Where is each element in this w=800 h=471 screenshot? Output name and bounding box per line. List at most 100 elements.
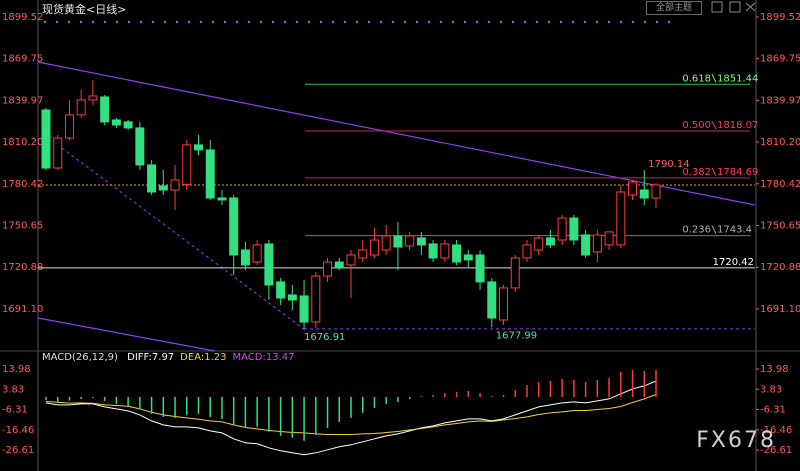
- dot: [547, 20, 551, 24]
- dot: [379, 20, 383, 24]
- y-tick-label: 1899.52: [760, 12, 800, 23]
- candle-body: [299, 295, 309, 323]
- candle-body: [205, 149, 215, 199]
- dot: [175, 20, 179, 24]
- dot: [403, 20, 407, 24]
- candle-body: [111, 119, 121, 126]
- trend-line: [37, 317, 216, 352]
- candle-body: [393, 235, 403, 248]
- dot: [667, 20, 671, 24]
- dot: [235, 20, 239, 24]
- dot: [655, 20, 659, 24]
- dot: [367, 20, 371, 24]
- trend-line: [37, 61, 756, 206]
- dot: [151, 20, 155, 24]
- dot: [79, 20, 83, 24]
- dot: [295, 20, 299, 24]
- icon[interactable]: [745, 2, 756, 12]
- indicator-line: [45, 380, 657, 456]
- candle-body: [229, 197, 239, 256]
- y-tick-label: 1691.10: [2, 304, 43, 315]
- dot: [211, 20, 215, 24]
- candle-body: [217, 197, 227, 201]
- dot: [283, 20, 287, 24]
- fib-separator: [711, 167, 717, 177]
- fib-value: 1743.4: [717, 225, 752, 236]
- icon[interactable]: [729, 1, 741, 13]
- candle-body: [604, 231, 614, 246]
- y-tick-label: 3.83: [2, 384, 24, 395]
- y-tick-label: 1780.42: [2, 179, 43, 190]
- dot: [115, 20, 119, 24]
- candle-body: [264, 243, 274, 286]
- fib-ratio: 0.500: [682, 120, 711, 131]
- candle-body: [639, 189, 649, 199]
- candle-body: [522, 244, 532, 259]
- dot: [511, 20, 515, 24]
- dot: [139, 20, 143, 24]
- y-tick-label: -16.46: [760, 425, 792, 436]
- dot: [271, 20, 275, 24]
- candle-body: [41, 109, 51, 169]
- dot: [631, 20, 635, 24]
- dot: [319, 20, 323, 24]
- legend-value: 7.97: [151, 352, 175, 363]
- candle-body: [510, 257, 520, 289]
- dot: [223, 20, 227, 24]
- dot: [331, 20, 335, 24]
- candle-body: [147, 164, 157, 193]
- dot: [463, 20, 467, 24]
- candle-body: [100, 96, 110, 123]
- fib-ratio: 0.382: [682, 167, 711, 178]
- dot: [307, 20, 311, 24]
- y-tick-label: 1839.97: [2, 95, 43, 106]
- candle-body: [311, 275, 321, 323]
- icon[interactable]: [711, 1, 723, 13]
- y-tick-label: 1810.20: [2, 137, 43, 148]
- dot: [259, 20, 263, 24]
- y-tick-label: 1720.88: [760, 262, 800, 273]
- dot: [535, 20, 539, 24]
- candle-body: [452, 244, 462, 263]
- candle-body: [628, 181, 638, 196]
- candle-body: [346, 254, 356, 266]
- candle-body: [123, 121, 133, 129]
- candle-body: [381, 235, 391, 251]
- candle-body: [534, 237, 544, 251]
- candle-body: [53, 137, 63, 169]
- candle-body: [358, 249, 368, 259]
- candle-body: [287, 294, 297, 301]
- y-tick-label: -26.61: [760, 445, 792, 456]
- support-label: 1720.42: [713, 257, 754, 268]
- fib-value: 1851.44: [717, 73, 758, 84]
- dot: [499, 20, 503, 24]
- candle-body: [616, 191, 626, 246]
- dot: [427, 20, 431, 24]
- y-tick-label: 1839.97: [760, 95, 800, 106]
- candle-body: [276, 281, 286, 299]
- dot: [439, 20, 443, 24]
- y-tick-label: 13.98: [760, 364, 789, 375]
- candle-body: [135, 127, 145, 166]
- watermark: FX678: [696, 428, 776, 453]
- y-tick-label: 1750.65: [2, 221, 43, 232]
- y-tick-label: 1780.42: [760, 179, 800, 190]
- fib-separator: [711, 74, 717, 83]
- y-tick-label: 1810.20: [760, 137, 800, 148]
- high-annotation: 1790.14: [648, 159, 689, 170]
- dot: [391, 20, 395, 24]
- dot: [67, 20, 71, 24]
- dot: [55, 20, 59, 24]
- candle-body: [252, 244, 262, 263]
- y-tick-label: -16.46: [2, 425, 34, 436]
- candle-body: [76, 99, 86, 116]
- candle-body: [334, 261, 344, 269]
- y-tick-label: 3.83: [760, 384, 782, 395]
- y-tick-label: 1750.65: [760, 221, 800, 232]
- candle-body: [440, 243, 450, 259]
- candle-body: [569, 217, 579, 241]
- theme-button[interactable]: 全部主题: [646, 1, 702, 15]
- fib-separator: [711, 225, 717, 234]
- candle-body: [170, 179, 180, 191]
